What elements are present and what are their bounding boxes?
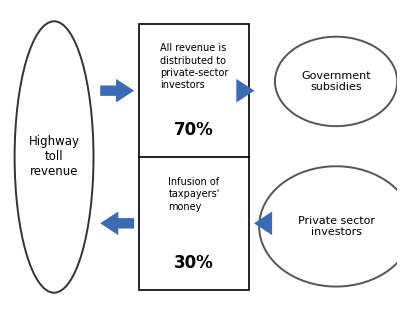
Bar (139, 24, 249, 290)
Text: All revenue is
distributed to
private-sector
investors: All revenue is distributed to private-se… (160, 43, 228, 90)
Text: Government
subsidies: Government subsidies (301, 71, 371, 92)
Text: 30%: 30% (174, 254, 214, 272)
Text: Highway
toll
revenue: Highway toll revenue (28, 136, 80, 178)
Text: 70%: 70% (174, 122, 214, 139)
Text: Infusion of
taxpayers'
money: Infusion of taxpayers' money (168, 177, 220, 212)
Text: Private sector
investors: Private sector investors (298, 216, 374, 237)
